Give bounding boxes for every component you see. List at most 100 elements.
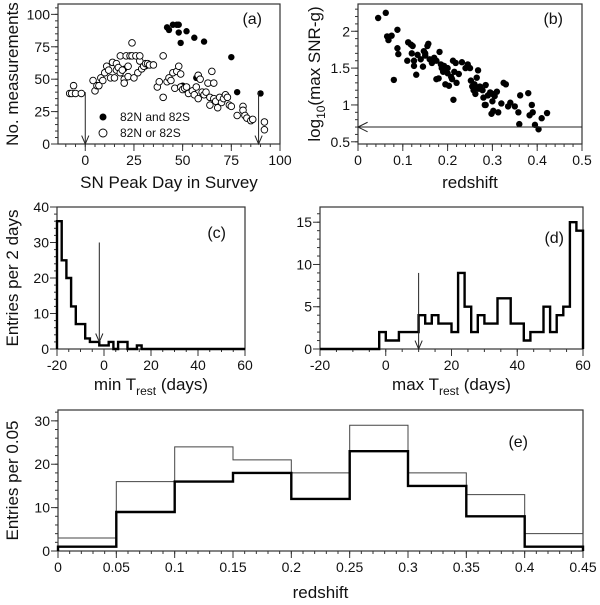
- data-point: [471, 85, 478, 92]
- data-point: [409, 42, 416, 50]
- histogram-thick: [56, 450, 585, 551]
- data-point: [136, 52, 144, 60]
- data-point: [448, 75, 456, 83]
- histogram-bin: [137, 345, 142, 349]
- panel-a: 0 25 50 75 100 0 25 50 75 100 SN Peak Day in Surve…: [3, 2, 292, 192]
- data-point: [374, 14, 382, 22]
- data-point: [260, 125, 269, 134]
- data-point: [124, 62, 132, 70]
- data-point: [466, 64, 474, 72]
- y-tick-label: 30: [33, 235, 49, 251]
- y-tick-label: 50: [34, 71, 50, 87]
- x-tick-label: 40: [509, 357, 525, 373]
- data-point: [450, 96, 457, 103]
- data-point: [482, 81, 489, 89]
- y-tick-label: 10: [33, 306, 49, 322]
- x-tick-label: 0.35: [453, 559, 480, 575]
- histogram-bin: [99, 345, 104, 349]
- x-tick-label: 0.45: [569, 559, 596, 575]
- histogram-bin: [517, 324, 524, 349]
- data-point: [165, 26, 173, 34]
- x-tick-label: 0.2: [438, 152, 458, 168]
- y-tick-label: 2: [342, 23, 350, 39]
- y-axis-label: log10(max SNR-g): [305, 6, 328, 141]
- data-point: [414, 51, 421, 59]
- arrow-head: [254, 135, 263, 146]
- histogram-bin: [484, 324, 491, 349]
- histogram-thick: [55, 220, 245, 351]
- series-1: [65, 39, 269, 134]
- data-point: [175, 21, 182, 28]
- x-tick-label: 0: [100, 357, 108, 373]
- data-point: [208, 67, 216, 76]
- histogram-bin: [386, 341, 393, 349]
- legend-entry: 82N and 82S: [120, 110, 190, 124]
- histogram-bin: [118, 342, 123, 349]
- data-point: [183, 28, 190, 35]
- data-point: [543, 109, 551, 117]
- histogram-bin: [405, 332, 412, 349]
- legend: 82N and 82S 82N or 82S: [98, 110, 190, 140]
- data-point: [182, 83, 191, 91]
- y-tick-label: 1.5: [331, 60, 351, 76]
- x-axis-label: redshift: [293, 583, 349, 602]
- histogram-thin: [57, 424, 584, 551]
- x-tick-label: 60: [575, 357, 591, 373]
- data-point: [192, 83, 201, 91]
- data-point: [210, 79, 218, 87]
- data-point: [120, 79, 128, 87]
- data-point: [458, 59, 466, 66]
- x-tick-label: 0.05: [103, 559, 130, 575]
- legend-filled-marker: [99, 113, 107, 121]
- histogram-bin: [504, 298, 511, 349]
- data-point: [493, 88, 501, 95]
- data-point: [452, 59, 459, 67]
- x-tick-label: 0.1: [393, 152, 413, 168]
- label-rest: (days): [156, 375, 208, 394]
- histogram-bin: [85, 338, 90, 349]
- data-point: [149, 61, 158, 69]
- x-tick-label: 0.1: [165, 559, 185, 575]
- data-point: [538, 115, 545, 122]
- x-axis-label: redshift: [442, 173, 498, 192]
- data-point: [528, 101, 536, 109]
- data-point: [176, 70, 185, 78]
- histogram-bin: [544, 307, 551, 349]
- histogram-bin: [550, 332, 557, 349]
- x-tick-label: 0.2: [282, 559, 302, 575]
- label-rest: (max SNR-g): [305, 6, 324, 105]
- data-point: [531, 121, 539, 129]
- histogram-bin: [104, 345, 109, 349]
- data-point: [511, 103, 518, 110]
- data-point: [95, 81, 103, 90]
- x-tick-label: 75: [224, 152, 240, 168]
- x-tick-label: 0: [382, 357, 390, 373]
- data-point: [233, 88, 241, 96]
- histogram-bin: [419, 315, 426, 349]
- data-point: [248, 115, 257, 124]
- histogram-bin: [71, 306, 76, 349]
- label-main: max T: [392, 375, 439, 394]
- data-point: [515, 109, 522, 116]
- data-point: [110, 74, 119, 82]
- data-point: [489, 98, 496, 105]
- x-tick-label: -20: [47, 357, 67, 373]
- label-sub: rest: [439, 384, 460, 398]
- data-point: [202, 88, 210, 96]
- data-point: [419, 63, 427, 70]
- y-axis-label: Entries per 2 days: [3, 209, 22, 346]
- label-main: log: [305, 119, 324, 142]
- data-point: [395, 50, 402, 58]
- panel-label: (d): [544, 230, 564, 247]
- histogram-bin: [576, 231, 583, 349]
- x-tick-label: 0: [354, 152, 362, 168]
- data-point: [77, 89, 86, 98]
- histogram-bin: [458, 273, 465, 349]
- panel-label: (b): [543, 11, 563, 28]
- data-point: [177, 39, 184, 47]
- data-point: [498, 100, 505, 107]
- histogram-bin: [76, 324, 81, 349]
- data-point: [445, 82, 453, 89]
